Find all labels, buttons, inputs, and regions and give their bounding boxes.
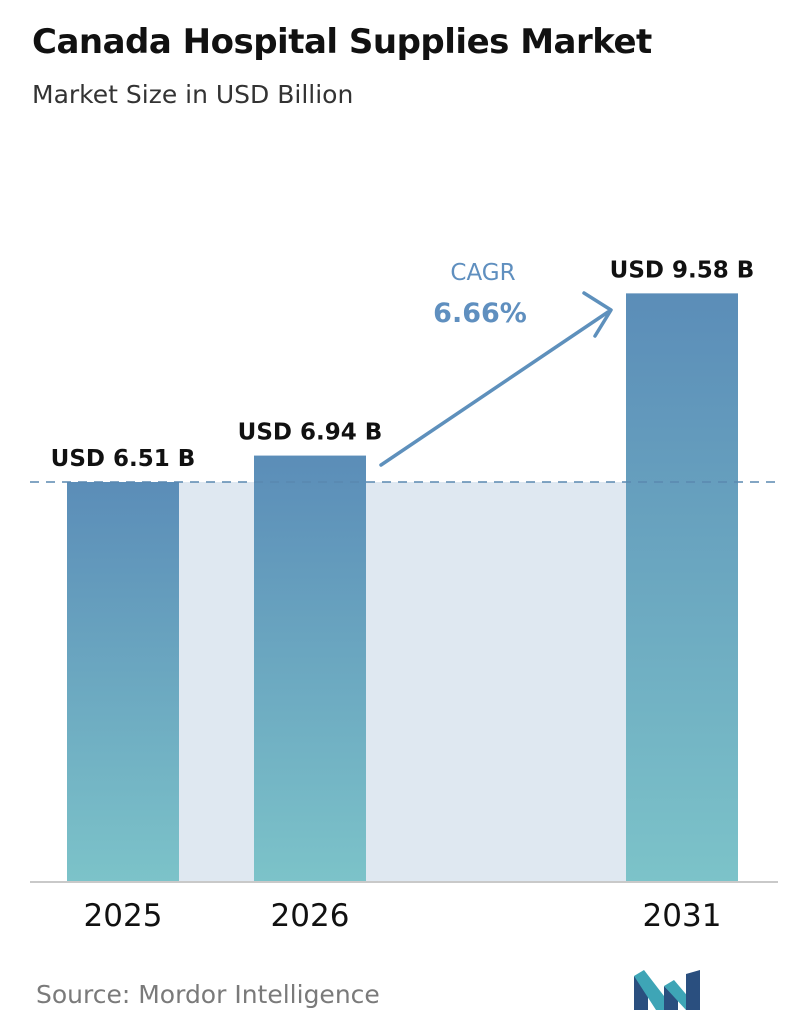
bar-2026 [254,455,366,882]
bar-chart: USD 6.51 B USD 6.94 B USD 9.58 B 2025 2026 2… [30,257,780,934]
cagr-value: 6.66% [433,298,527,329]
bar-2031 [626,293,738,882]
value-label-2026: USD 6.94 B [238,420,383,446]
chart-subtitle: Market Size in USD Billion [32,80,354,109]
x-tick-label-2026: 2026 [271,898,350,934]
x-tick-label-2031: 2031 [643,898,722,934]
value-label-2025: USD 6.51 B [51,446,196,472]
bar-2025 [67,482,179,882]
source-caption: Source: Mordor Intelligence [36,980,380,1009]
mordor-intelligence-logo-icon [634,970,700,1010]
value-label-2031: USD 9.58 B [610,257,755,283]
cagr-label: CAGR [450,260,515,286]
reference-band [179,482,254,882]
cagr-arrow-line [379,310,610,467]
cagr-annotation: CAGR 6.66% [379,260,613,467]
x-tick-label-2025: 2025 [84,898,163,934]
chart-title: Canada Hospital Supplies Market [32,22,652,62]
reference-band [366,482,626,882]
cagr-arrow-icon [582,291,613,338]
